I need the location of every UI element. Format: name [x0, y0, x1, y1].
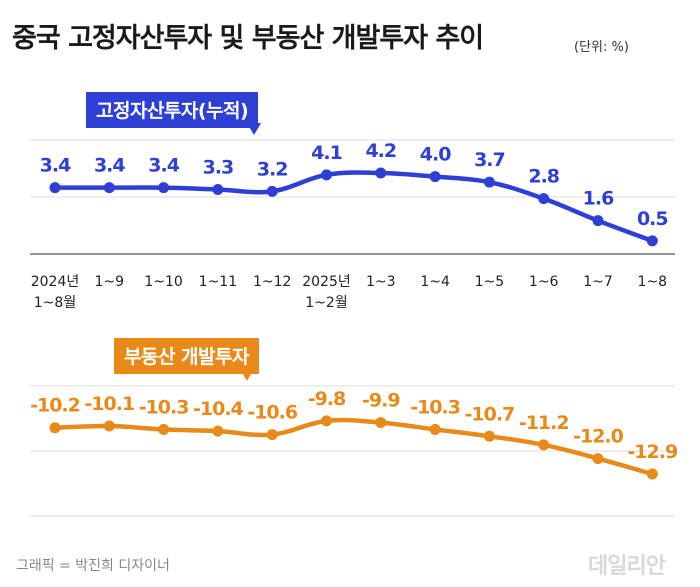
data-label: 3.4 — [148, 155, 179, 177]
data-point — [103, 420, 115, 432]
data-label: 1.6 — [583, 188, 614, 210]
data-point — [212, 425, 224, 437]
page-title: 중국 고정자산투자 및 부동산 개발투자 추이 — [12, 23, 484, 54]
data-label: 4.2 — [365, 140, 396, 162]
data-label: 3.4 — [40, 155, 71, 177]
data-label: -10.7 — [465, 403, 515, 425]
data-point — [646, 235, 658, 247]
data-point — [646, 468, 658, 480]
data-label: -10.2 — [30, 395, 80, 417]
data-point — [538, 439, 550, 451]
data-point — [158, 182, 170, 194]
x-tick-label: 2025년 — [302, 274, 351, 290]
data-label: 4.1 — [311, 142, 342, 164]
x-tick-label: 1~8 — [638, 274, 668, 290]
data-point — [321, 415, 332, 427]
data-point — [592, 453, 604, 465]
data-point — [266, 429, 278, 441]
data-label: 2.8 — [528, 166, 559, 188]
data-point — [592, 215, 604, 227]
data-point — [429, 423, 441, 435]
data-label: 3.3 — [203, 157, 234, 179]
data-label: -10.3 — [139, 396, 189, 418]
x-tick-label: 1~4 — [420, 274, 450, 290]
legend-fixed-asset-investment: 고정자산투자(누적) — [86, 92, 259, 128]
x-tick-label: 1~6 — [529, 274, 559, 290]
legend-pointer — [247, 123, 261, 135]
legend-real-estate-investment: 부동산 개발투자 — [114, 338, 259, 374]
data-label: -10.1 — [84, 393, 134, 415]
unit-label: (단위: %) — [574, 40, 629, 55]
data-point — [375, 167, 387, 179]
data-point — [103, 182, 115, 194]
legend-pointer — [240, 369, 254, 381]
data-label: -10.4 — [193, 398, 244, 420]
data-label: 4.0 — [420, 144, 451, 166]
data-label: 3.4 — [94, 155, 125, 177]
x-tick-label: 1~7 — [583, 274, 613, 290]
x-tick-label: 1~2월 — [305, 295, 347, 311]
x-tick-label: 2024년 — [31, 274, 80, 290]
data-point — [49, 182, 61, 194]
data-label: 0.5 — [637, 208, 668, 230]
data-point — [266, 185, 278, 197]
data-point — [321, 169, 332, 181]
x-tick-label: 1~8월 — [34, 295, 76, 311]
data-point — [212, 184, 224, 195]
data-label: -10.6 — [247, 402, 298, 424]
data-point — [429, 171, 441, 183]
data-point — [49, 422, 61, 434]
publisher-logo: 데일리안 — [588, 554, 666, 579]
graphic-credit: 그래픽 = 박진희 디자이너 — [16, 558, 170, 574]
x-tick-label: 1~9 — [95, 274, 125, 290]
data-label: 3.2 — [257, 158, 288, 180]
x-tick-label: 1~3 — [366, 274, 396, 290]
x-tick-label: 1~10 — [144, 274, 182, 290]
data-label: -10.3 — [410, 396, 460, 418]
data-point — [158, 423, 170, 435]
data-label: -12.0 — [573, 426, 624, 448]
data-point — [483, 430, 495, 442]
data-label: -11.2 — [519, 412, 569, 434]
x-tick-label: 1~11 — [199, 274, 237, 290]
series-line — [52, 170, 655, 244]
data-label: -9.9 — [362, 390, 400, 412]
data-point — [375, 417, 387, 429]
x-tick-label: 1~12 — [253, 274, 291, 290]
data-label: -9.8 — [308, 388, 346, 410]
x-tick-label: 1~5 — [475, 274, 505, 290]
data-point — [483, 176, 495, 188]
data-label: 3.7 — [474, 149, 505, 171]
data-label: -12.9 — [627, 441, 677, 463]
data-point — [538, 193, 550, 205]
